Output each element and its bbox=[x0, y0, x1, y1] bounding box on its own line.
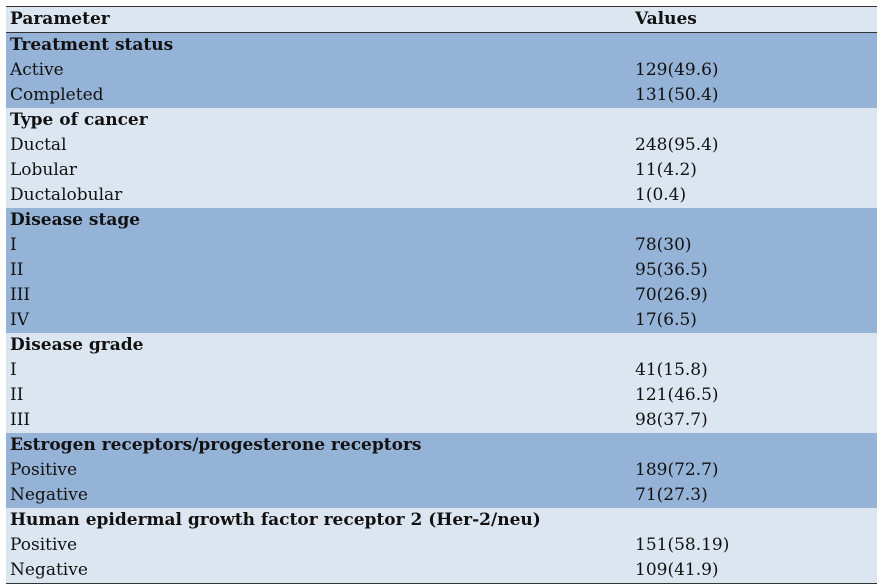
group-header-row: Disease stage bbox=[6, 208, 877, 233]
group-section: Human epidermal growth factor receptor 2… bbox=[6, 508, 877, 584]
row-label: Lobular bbox=[10, 160, 78, 180]
table-row: II 121(46.5) bbox=[6, 383, 877, 408]
group-header-row: Type of cancer bbox=[6, 108, 877, 133]
table-row: Lobular 11(4.2) bbox=[6, 158, 877, 183]
group-section: Estrogen receptors/progesterone receptor… bbox=[6, 433, 877, 508]
group-title: Disease grade bbox=[10, 335, 144, 355]
row-value: 70(26.9) bbox=[635, 285, 708, 305]
parameter-table: Parameter Values Treatment status Active 1… bbox=[6, 6, 877, 584]
row-value: 248(95.4) bbox=[635, 135, 719, 155]
group-section: Disease stage I 78(30) II 95(36.5) III 70(26.9… bbox=[6, 208, 877, 333]
row-label: I bbox=[10, 235, 17, 255]
table-row: Positive 151(58.19) bbox=[6, 533, 877, 558]
row-label: I bbox=[10, 360, 17, 380]
table-row: Negative 71(27.3) bbox=[6, 483, 877, 508]
group-header-row: Estrogen receptors/progesterone receptor… bbox=[6, 433, 877, 458]
group-title: Estrogen receptors/progesterone receptor… bbox=[10, 435, 422, 455]
row-label: IV bbox=[10, 310, 29, 330]
group-title-value-cell bbox=[631, 208, 877, 233]
row-label: Active bbox=[10, 60, 64, 80]
row-value: 151(58.19) bbox=[635, 535, 730, 555]
table-row: Ductal 248(95.4) bbox=[6, 133, 877, 158]
row-value: 17(6.5) bbox=[635, 310, 697, 330]
row-value: 11(4.2) bbox=[635, 160, 697, 180]
row-value: 95(36.5) bbox=[635, 260, 708, 280]
group-header-row: Disease grade bbox=[6, 333, 877, 358]
row-label: Positive bbox=[10, 535, 78, 555]
group-title-value-cell bbox=[631, 333, 877, 358]
group-title: Human epidermal growth factor receptor 2… bbox=[10, 510, 541, 530]
row-value: 189(72.7) bbox=[635, 460, 719, 480]
group-title-value-cell bbox=[631, 33, 877, 59]
table-row: I 78(30) bbox=[6, 233, 877, 258]
row-label: III bbox=[10, 285, 31, 305]
row-value: 131(50.4) bbox=[635, 85, 719, 105]
row-label: Ductalobular bbox=[10, 185, 123, 205]
group-header-row: Human epidermal growth factor receptor 2… bbox=[6, 508, 877, 533]
row-label: Negative bbox=[10, 485, 88, 505]
row-value: 78(30) bbox=[635, 235, 692, 255]
row-value: 121(46.5) bbox=[635, 385, 719, 405]
row-label: II bbox=[10, 260, 24, 280]
table-row: I 41(15.8) bbox=[6, 358, 877, 383]
group-title-value-cell bbox=[631, 108, 877, 133]
group-title: Disease stage bbox=[10, 210, 141, 230]
table-row: Completed 131(50.4) bbox=[6, 83, 877, 108]
header-values: Values bbox=[631, 6, 877, 33]
table-row: Active 129(49.6) bbox=[6, 58, 877, 83]
table-row: III 98(37.7) bbox=[6, 408, 877, 433]
group-title-value-cell bbox=[631, 508, 877, 533]
header-row: Parameter Values bbox=[6, 6, 877, 33]
row-label: II bbox=[10, 385, 24, 405]
row-value: 109(41.9) bbox=[635, 560, 719, 580]
group-section: Disease grade I 41(15.8) II 121(46.5) III 98(3… bbox=[6, 333, 877, 433]
group-title-value-cell bbox=[631, 433, 877, 458]
group-title: Treatment status bbox=[10, 35, 174, 55]
row-label: Negative bbox=[10, 560, 88, 580]
table-row: IV 17(6.5) bbox=[6, 308, 877, 333]
header-parameter: Parameter bbox=[6, 6, 631, 33]
row-label: Ductal bbox=[10, 135, 67, 155]
row-value: 71(27.3) bbox=[635, 485, 708, 505]
table-row: Positive 189(72.7) bbox=[6, 458, 877, 483]
table-row: II 95(36.5) bbox=[6, 258, 877, 283]
row-value: 1(0.4) bbox=[635, 185, 687, 205]
row-value: 98(37.7) bbox=[635, 410, 708, 430]
row-label: Completed bbox=[10, 85, 104, 105]
table-row: Negative 109(41.9) bbox=[6, 558, 877, 584]
group-title: Type of cancer bbox=[10, 110, 148, 130]
group-section: Type of cancer Ductal 248(95.4) Lobular 11(4… bbox=[6, 108, 877, 208]
table-row: III 70(26.9) bbox=[6, 283, 877, 308]
row-value: 41(15.8) bbox=[635, 360, 708, 380]
row-label: Positive bbox=[10, 460, 78, 480]
row-label: III bbox=[10, 410, 31, 430]
group-section: Treatment status Active 129(49.6) Completed… bbox=[6, 32, 877, 108]
row-value: 129(49.6) bbox=[635, 60, 719, 80]
table-row: Ductalobular 1(0.4) bbox=[6, 183, 877, 208]
group-header-row: Treatment status bbox=[6, 33, 877, 59]
